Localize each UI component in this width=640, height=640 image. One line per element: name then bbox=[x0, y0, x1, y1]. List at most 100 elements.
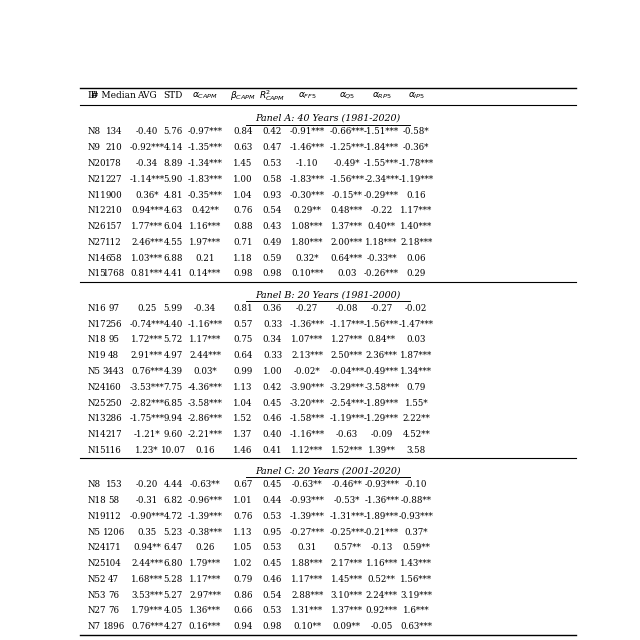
Text: $\alpha_{FF5}$: $\alpha_{FF5}$ bbox=[298, 90, 317, 100]
Text: 1.04: 1.04 bbox=[233, 191, 252, 200]
Text: 1.18***: 1.18*** bbox=[365, 238, 397, 247]
Text: 0.33: 0.33 bbox=[263, 320, 282, 329]
Text: 0.59: 0.59 bbox=[263, 253, 282, 262]
Text: -3.58***: -3.58*** bbox=[188, 399, 223, 408]
Text: 4.40: 4.40 bbox=[164, 320, 183, 329]
Text: 0.98: 0.98 bbox=[262, 269, 282, 278]
Text: $\alpha_{IP5}$: $\alpha_{IP5}$ bbox=[408, 90, 425, 100]
Text: 1.01: 1.01 bbox=[233, 496, 253, 505]
Text: 0.86: 0.86 bbox=[233, 591, 252, 600]
Text: 112: 112 bbox=[106, 512, 122, 521]
Text: 3.58: 3.58 bbox=[406, 446, 426, 455]
Text: -3.53***: -3.53*** bbox=[130, 383, 164, 392]
Text: -1.21*: -1.21* bbox=[134, 430, 160, 439]
Text: 0.53: 0.53 bbox=[263, 607, 282, 616]
Text: N15: N15 bbox=[88, 446, 106, 455]
Text: N19: N19 bbox=[88, 512, 106, 521]
Text: 0.03*: 0.03* bbox=[193, 367, 217, 376]
Text: 0.44: 0.44 bbox=[263, 496, 282, 505]
Text: 1.55*: 1.55* bbox=[404, 399, 428, 408]
Text: 1768: 1768 bbox=[102, 269, 125, 278]
Text: 0.10**: 0.10** bbox=[293, 622, 321, 631]
Text: 1.39**: 1.39** bbox=[368, 446, 396, 455]
Text: 5.72: 5.72 bbox=[164, 335, 183, 344]
Text: -0.66***: -0.66*** bbox=[330, 127, 364, 136]
Text: 0.46: 0.46 bbox=[263, 414, 282, 423]
Text: Panel C: 20 Years (2001-2020): Panel C: 20 Years (2001-2020) bbox=[255, 467, 401, 476]
Text: 0.09**: 0.09** bbox=[333, 622, 361, 631]
Text: N17: N17 bbox=[88, 320, 106, 329]
Text: -0.36*: -0.36* bbox=[403, 143, 429, 152]
Text: -1.35***: -1.35*** bbox=[188, 143, 223, 152]
Text: -0.34: -0.34 bbox=[136, 159, 158, 168]
Text: 0.92***: 0.92*** bbox=[365, 607, 397, 616]
Text: 0.40**: 0.40** bbox=[367, 222, 396, 231]
Text: 1.16***: 1.16*** bbox=[189, 222, 221, 231]
Text: -0.04***: -0.04*** bbox=[330, 367, 364, 376]
Text: 1.46: 1.46 bbox=[233, 446, 252, 455]
Text: N26: N26 bbox=[88, 222, 106, 231]
Text: 0.53: 0.53 bbox=[263, 543, 282, 552]
Text: -1.56***: -1.56*** bbox=[330, 175, 364, 184]
Text: N19: N19 bbox=[88, 351, 106, 360]
Text: -0.13: -0.13 bbox=[371, 543, 393, 552]
Text: 0.29: 0.29 bbox=[406, 269, 426, 278]
Text: 0.31: 0.31 bbox=[298, 543, 317, 552]
Text: 0.67: 0.67 bbox=[233, 481, 252, 490]
Text: 0.59**: 0.59** bbox=[403, 543, 430, 552]
Text: -0.31: -0.31 bbox=[136, 496, 158, 505]
Text: # Median: # Median bbox=[92, 91, 136, 100]
Text: -1.31***: -1.31*** bbox=[330, 512, 364, 521]
Text: N24: N24 bbox=[88, 543, 106, 552]
Text: 178: 178 bbox=[106, 159, 122, 168]
Text: 0.16: 0.16 bbox=[406, 191, 426, 200]
Text: N12: N12 bbox=[88, 206, 106, 215]
Text: 0.94: 0.94 bbox=[233, 622, 252, 631]
Text: 5.23: 5.23 bbox=[164, 527, 183, 537]
Text: 0.42**: 0.42** bbox=[191, 206, 219, 215]
Text: -0.29***: -0.29*** bbox=[364, 191, 399, 200]
Text: 0.32*: 0.32* bbox=[296, 253, 319, 262]
Text: 1.36***: 1.36*** bbox=[189, 607, 221, 616]
Text: 0.64***: 0.64*** bbox=[331, 253, 363, 262]
Text: $\alpha_{RP5}$: $\alpha_{RP5}$ bbox=[372, 90, 392, 100]
Text: 8.89: 8.89 bbox=[163, 159, 183, 168]
Text: -3.58***: -3.58*** bbox=[364, 383, 399, 392]
Text: 5.90: 5.90 bbox=[164, 175, 183, 184]
Text: -0.97***: -0.97*** bbox=[188, 127, 223, 136]
Text: N18: N18 bbox=[88, 335, 106, 344]
Text: 157: 157 bbox=[106, 222, 122, 231]
Text: 0.43: 0.43 bbox=[263, 222, 282, 231]
Text: -0.35***: -0.35*** bbox=[188, 191, 223, 200]
Text: 4.52**: 4.52** bbox=[403, 430, 430, 439]
Text: 6.88: 6.88 bbox=[163, 253, 183, 262]
Text: 250: 250 bbox=[106, 399, 122, 408]
Text: -1.58***: -1.58*** bbox=[290, 414, 324, 423]
Text: -0.49***: -0.49*** bbox=[364, 367, 399, 376]
Text: 10.07: 10.07 bbox=[161, 446, 186, 455]
Text: -0.49*: -0.49* bbox=[333, 159, 360, 168]
Text: -0.38***: -0.38*** bbox=[188, 527, 223, 537]
Text: 1.43***: 1.43*** bbox=[400, 559, 432, 568]
Text: -0.91***: -0.91*** bbox=[290, 127, 324, 136]
Text: 0.45: 0.45 bbox=[263, 399, 282, 408]
Text: -0.53*: -0.53* bbox=[333, 496, 360, 505]
Text: 0.36: 0.36 bbox=[263, 304, 282, 313]
Text: 0.16***: 0.16*** bbox=[189, 622, 221, 631]
Text: N25: N25 bbox=[88, 559, 106, 568]
Text: -1.75***: -1.75*** bbox=[129, 414, 164, 423]
Text: -0.08: -0.08 bbox=[335, 304, 358, 313]
Text: N21: N21 bbox=[88, 175, 106, 184]
Text: N25: N25 bbox=[88, 399, 106, 408]
Text: -0.96***: -0.96*** bbox=[188, 496, 223, 505]
Text: 0.35: 0.35 bbox=[138, 527, 157, 537]
Text: 1.03***: 1.03*** bbox=[131, 253, 163, 262]
Text: 2.24***: 2.24*** bbox=[365, 591, 397, 600]
Text: -1.25***: -1.25*** bbox=[330, 143, 364, 152]
Text: 6.47: 6.47 bbox=[164, 543, 183, 552]
Text: 0.94***: 0.94*** bbox=[131, 206, 163, 215]
Text: N8: N8 bbox=[88, 481, 100, 490]
Text: N7: N7 bbox=[88, 622, 100, 631]
Text: N24: N24 bbox=[88, 383, 106, 392]
Text: 1.37: 1.37 bbox=[233, 430, 252, 439]
